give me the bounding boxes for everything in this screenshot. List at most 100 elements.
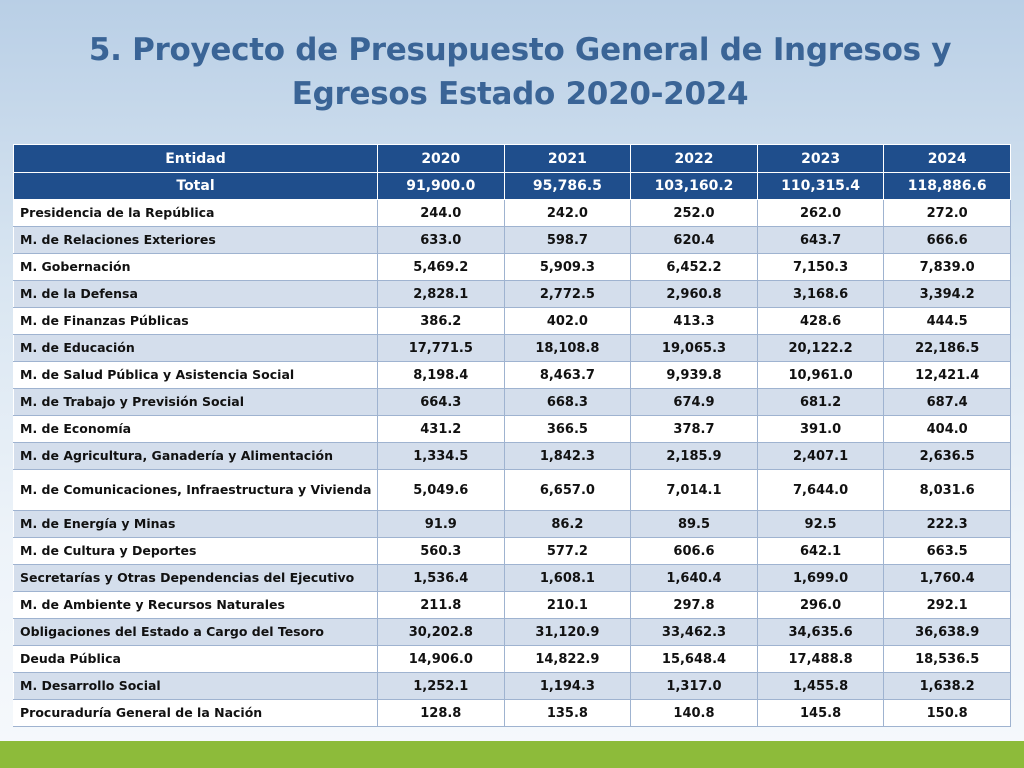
entity-name-cell: M. de Finanzas Públicas	[13, 307, 378, 335]
value-cell: 18,108.8	[503, 334, 632, 362]
total-row: Total 91,900.0 95,786.5 103,160.2 110,315.4 1…	[13, 172, 1011, 200]
value-cell: 9,939.8	[630, 361, 758, 389]
column-header-year: 2023	[756, 144, 885, 173]
table-row: M. de Cultura y Deportes 560.3 577.2 606.6 6…	[13, 537, 1011, 565]
value-cell: 2,828.1	[377, 280, 505, 308]
value-cell: 431.2	[377, 415, 505, 443]
value-cell: 18,536.5	[883, 645, 1011, 673]
value-cell: 560.3	[377, 537, 505, 565]
slide-title-line1: 5. Proyecto de Presupuesto General de In…	[88, 32, 952, 68]
value-cell: 92.5	[756, 510, 885, 538]
entity-name-cell: M. de Relaciones Exteriores	[13, 226, 378, 254]
value-cell: 7,839.0	[883, 253, 1011, 281]
value-cell: 14,906.0	[377, 645, 505, 673]
table-row: M. de Relaciones Exteriores 633.0 598.7 620…	[13, 226, 1011, 254]
table-header-row: Entidad 2020 2021 2022 2023 2024	[13, 144, 1011, 173]
budget-table: Entidad 2020 2021 2022 2023 2024 Total 91,900.…	[13, 144, 1011, 727]
table-row: M. de Salud Pública y Asistencia Social 8…	[13, 361, 1011, 389]
value-cell: 668.3	[503, 388, 632, 416]
entity-name-cell: M. de Cultura y Deportes	[13, 537, 378, 565]
value-cell: 3,394.2	[883, 280, 1011, 308]
value-cell: 666.6	[883, 226, 1011, 254]
entity-name-cell: M. de Agricultura, Ganadería y Alimentac…	[13, 442, 378, 470]
value-cell: 6,657.0	[503, 469, 632, 511]
value-cell: 674.9	[630, 388, 758, 416]
slide-title: 5. Proyecto de Presupuesto General de In…	[60, 28, 980, 116]
value-cell: 222.3	[883, 510, 1011, 538]
value-cell: 8,463.7	[503, 361, 632, 389]
value-cell: 7,644.0	[756, 469, 885, 511]
value-cell: 664.3	[377, 388, 505, 416]
value-cell: 31,120.9	[503, 618, 632, 646]
value-cell: 413.3	[630, 307, 758, 335]
table-row: M. de Economía 431.2 366.5 378.7 391.0 404.0	[13, 415, 1011, 443]
value-cell: 244.0	[377, 199, 505, 227]
total-cell: 103,160.2	[630, 172, 758, 200]
table-row: M. Gobernación 5,469.2 5,909.3 6,452.2 7,150…	[13, 253, 1011, 281]
value-cell: 292.1	[883, 591, 1011, 619]
entity-name-cell: M. de Salud Pública y Asistencia Social	[13, 361, 378, 389]
column-header-year: 2024	[883, 144, 1011, 173]
value-cell: 262.0	[756, 199, 885, 227]
value-cell: 19,065.3	[630, 334, 758, 362]
value-cell: 210.1	[503, 591, 632, 619]
value-cell: 2,185.9	[630, 442, 758, 470]
value-cell: 86.2	[503, 510, 632, 538]
value-cell: 577.2	[503, 537, 632, 565]
column-header-entidad: Entidad	[13, 144, 378, 173]
value-cell: 150.8	[883, 699, 1011, 727]
value-cell: 33,462.3	[630, 618, 758, 646]
value-cell: 633.0	[377, 226, 505, 254]
entity-name-cell: Deuda Pública	[13, 645, 378, 673]
total-label: Total	[13, 172, 378, 200]
value-cell: 12,421.4	[883, 361, 1011, 389]
table-row: Secretarías y Otras Dependencias del Eje…	[13, 564, 1011, 592]
footer-bar	[0, 741, 1024, 768]
value-cell: 1,640.4	[630, 564, 758, 592]
value-cell: 5,049.6	[377, 469, 505, 511]
table-row: Procuraduría General de la Nación 128.8 13…	[13, 699, 1011, 727]
value-cell: 1,842.3	[503, 442, 632, 470]
value-cell: 404.0	[883, 415, 1011, 443]
value-cell: 643.7	[756, 226, 885, 254]
entity-name-cell: M. de Trabajo y Previsión Social	[13, 388, 378, 416]
value-cell: 242.0	[503, 199, 632, 227]
table-row: M. de Educación 17,771.5 18,108.8 19,065.3 2…	[13, 334, 1011, 362]
entity-name-cell: Obligaciones del Estado a Cargo del Teso…	[13, 618, 378, 646]
value-cell: 1,194.3	[503, 672, 632, 700]
value-cell: 606.6	[630, 537, 758, 565]
total-cell: 91,900.0	[377, 172, 505, 200]
value-cell: 91.9	[377, 510, 505, 538]
value-cell: 391.0	[756, 415, 885, 443]
entity-name-cell: Procuraduría General de la Nación	[13, 699, 378, 727]
value-cell: 5,469.2	[377, 253, 505, 281]
column-header-year: 2021	[503, 144, 632, 173]
value-cell: 17,488.8	[756, 645, 885, 673]
value-cell: 2,772.5	[503, 280, 632, 308]
value-cell: 8,198.4	[377, 361, 505, 389]
value-cell: 366.5	[503, 415, 632, 443]
value-cell: 7,014.1	[630, 469, 758, 511]
value-cell: 1,638.2	[883, 672, 1011, 700]
value-cell: 30,202.8	[377, 618, 505, 646]
column-header-year: 2020	[377, 144, 505, 173]
value-cell: 36,638.9	[883, 618, 1011, 646]
value-cell: 598.7	[503, 226, 632, 254]
value-cell: 378.7	[630, 415, 758, 443]
value-cell: 34,635.6	[756, 618, 885, 646]
value-cell: 444.5	[883, 307, 1011, 335]
value-cell: 1,536.4	[377, 564, 505, 592]
slide-title-line2: Egresos Estado 2020-2024	[291, 76, 749, 112]
value-cell: 687.4	[883, 388, 1011, 416]
entity-name-cell: M. de Ambiente y Recursos Naturales	[13, 591, 378, 619]
value-cell: 135.8	[503, 699, 632, 727]
value-cell: 10,961.0	[756, 361, 885, 389]
value-cell: 211.8	[377, 591, 505, 619]
value-cell: 620.4	[630, 226, 758, 254]
value-cell: 22,186.5	[883, 334, 1011, 362]
value-cell: 1,760.4	[883, 564, 1011, 592]
table-row: M. de Finanzas Públicas 386.2 402.0 413.3 42…	[13, 307, 1011, 335]
value-cell: 402.0	[503, 307, 632, 335]
entity-name-cell: M. de Energía y Minas	[13, 510, 378, 538]
entity-name-cell: Secretarías y Otras Dependencias del Eje…	[13, 564, 378, 592]
